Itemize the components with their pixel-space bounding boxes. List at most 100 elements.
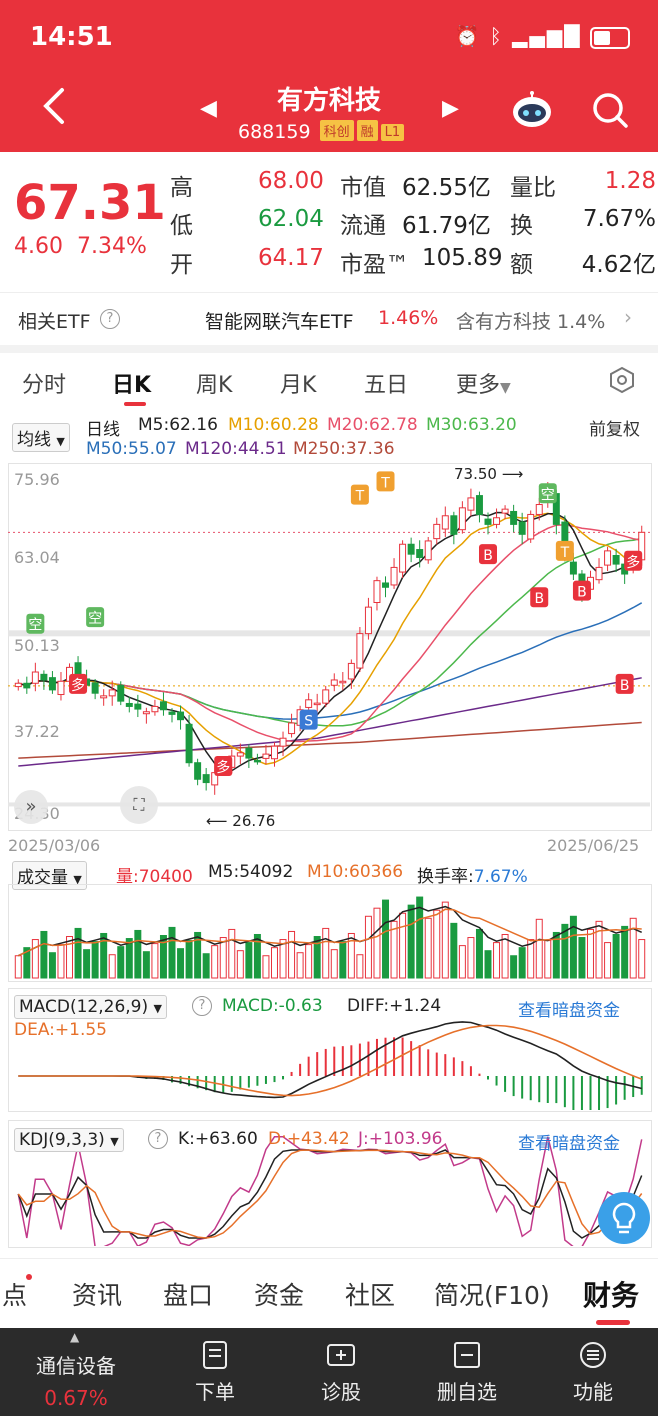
quote-volratio-label: 量比 (510, 175, 556, 201)
signal-marker (350, 484, 369, 505)
chart-settings-icon[interactable] (608, 366, 636, 398)
tab-orderbook[interactable]: 盘口 (163, 1281, 214, 1310)
active-tab-indicator (596, 1320, 630, 1325)
volume-bar (40, 930, 48, 979)
high-value: 73.50 (454, 465, 497, 483)
date-start: 2025/03/06 (8, 836, 101, 855)
remove-watchlist-icon (454, 1342, 480, 1368)
ytick-label: 37.22 (14, 722, 60, 741)
candle-body (48, 677, 56, 691)
dock-order[interactable]: 下单 (195, 1380, 235, 1404)
ma50-label: M50:55.07 (86, 439, 177, 459)
dock-functions[interactable]: 功能 (573, 1380, 613, 1404)
signal-marker-text: 空 (88, 611, 102, 627)
arrow-left-icon: ⟵ (206, 812, 228, 830)
candle-body (40, 673, 48, 681)
macd-selector[interactable]: MACD(12,26,9) ▼ (14, 995, 167, 1019)
dea-value: DEA:+1.55 (14, 1020, 107, 1040)
back-icon[interactable] (40, 86, 66, 136)
candle-body (194, 762, 202, 780)
sector-name[interactable]: 通信设备 (36, 1354, 116, 1378)
fullscreen-icon[interactable]: ⛶ (120, 786, 158, 824)
lightbulb-icon[interactable] (598, 1192, 650, 1244)
related-etf-bar[interactable]: 相关ETF ? 智能网联汽车ETF 1.46% 含有方科技 1.4% › (0, 292, 658, 353)
dark-pool-link[interactable]: 查看暗盘资金 (518, 1001, 620, 1021)
etf-name: 智能网联汽车ETF (205, 311, 354, 333)
volume-bar (382, 899, 390, 979)
candle-body (373, 580, 381, 604)
tab-monthly-k[interactable]: 月K (280, 373, 317, 398)
quote-float-label: 流通 (340, 213, 386, 239)
quote-low-value: 62.04 (258, 206, 324, 232)
next-stock-icon[interactable]: ▶ (442, 96, 459, 121)
caret-down-icon: ▼ (500, 380, 511, 396)
volume-bar (100, 932, 108, 979)
tab-intraday[interactable]: 分时 (22, 373, 67, 398)
candle-body (339, 680, 347, 684)
tab-points[interactable]: 点 (2, 1281, 28, 1310)
dock-remove-watchlist[interactable]: 删自选 (437, 1380, 497, 1404)
signal-marker (615, 673, 634, 694)
tab-more[interactable]: 更多▼ (456, 367, 511, 399)
volume-bar (552, 931, 560, 979)
volume-bar (364, 915, 372, 979)
search-icon[interactable] (590, 90, 630, 130)
kdj-chart-frame (8, 1120, 652, 1248)
expand-left-icon[interactable]: » (14, 790, 48, 824)
tab-daily-k[interactable]: 日K (112, 373, 152, 398)
d-value: D:+43.42 (268, 1129, 350, 1149)
dark-pool-link[interactable]: 查看暗盘资金 (518, 1134, 620, 1154)
volume-m10: M10:60366 (307, 862, 404, 882)
last-price: 67.31 (14, 175, 166, 231)
help-icon[interactable]: ? (192, 996, 212, 1016)
info-icon[interactable]: ? (100, 309, 120, 329)
signal-marker (479, 544, 497, 565)
candle-body (604, 550, 612, 566)
quote-turnover-label: 换 (510, 213, 533, 239)
volume-m5: M5:54092 (208, 862, 294, 882)
candle-body (313, 702, 321, 706)
dea-line (18, 1024, 642, 1097)
candle-body (433, 523, 441, 540)
dock-diagnose[interactable]: 诊股 (321, 1380, 361, 1404)
volume-bar (31, 939, 39, 979)
volume-bar (288, 930, 296, 979)
tab-weekly-k[interactable]: 周K (196, 373, 233, 398)
tab-capital[interactable]: 资金 (254, 1281, 305, 1310)
volume-bar (501, 933, 509, 979)
prev-stock-icon[interactable]: ◀ (200, 96, 217, 121)
volume-selector[interactable]: 成交量 ▼ (12, 861, 87, 890)
tab-five-day[interactable]: 五日 (364, 373, 409, 398)
volume-bar (390, 920, 398, 979)
candle-body (484, 518, 492, 525)
candle-body (57, 680, 65, 696)
kdj-chart[interactable] (8, 1120, 650, 1246)
tab-f10[interactable]: 简况(F10) (434, 1281, 550, 1310)
notification-dot (26, 1274, 32, 1280)
tab-community[interactable]: 社区 (345, 1281, 396, 1310)
candle-body (569, 561, 577, 575)
candle-body (399, 543, 407, 573)
volume-bar (245, 942, 253, 979)
kline-chart-frame[interactable] (8, 463, 652, 831)
robot-assistant-icon[interactable] (510, 90, 554, 130)
volume-bar (117, 946, 125, 979)
kdj-selector[interactable]: KDJ(9,3,3) ▼ (14, 1128, 124, 1152)
ma-selector[interactable]: 均线 ▼ (12, 423, 70, 452)
volume-bar (399, 912, 407, 979)
volume-m10-line (17, 908, 642, 957)
tab-finance[interactable]: 财务 (583, 1279, 640, 1312)
signal-marker-text: B (534, 591, 544, 607)
tab-news[interactable]: 资讯 (72, 1281, 123, 1310)
help-icon[interactable]: ? (148, 1129, 168, 1149)
volume-bar (279, 939, 287, 979)
volume-chart[interactable] (8, 884, 650, 980)
quote-volratio-value: 1.28 (604, 168, 656, 194)
macd-chart[interactable] (8, 988, 650, 1110)
volume-bar (604, 942, 612, 979)
adjust-label[interactable]: 前复权 (589, 420, 640, 440)
candle-body (185, 723, 193, 764)
stock-code: 688159 (238, 121, 311, 143)
candle-body (108, 689, 116, 697)
